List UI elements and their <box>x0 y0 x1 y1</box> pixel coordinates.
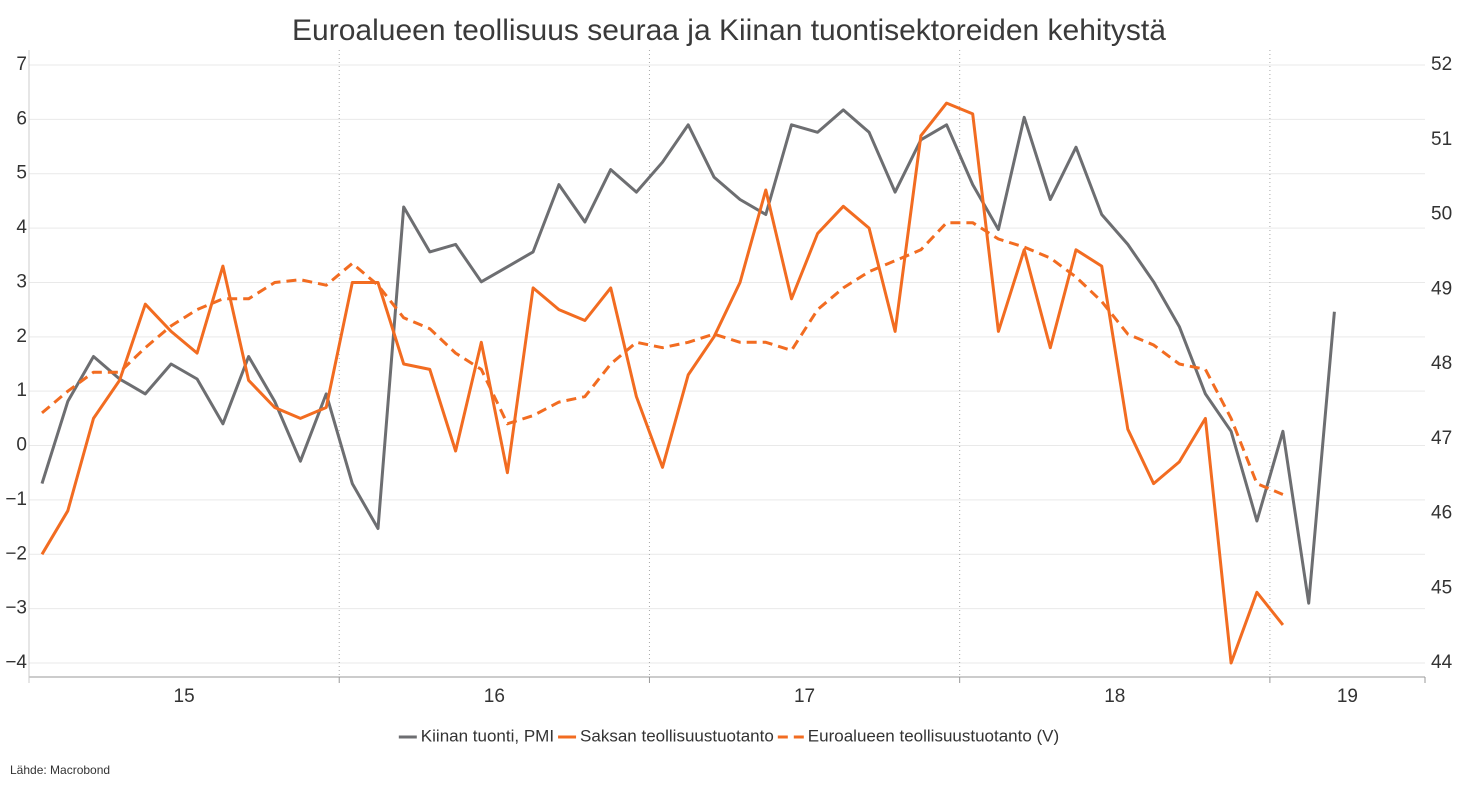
y2-tick-label: 47 <box>1431 428 1452 449</box>
y2-tick-label: 45 <box>1431 577 1452 598</box>
y2-tick-label: 51 <box>1431 129 1452 150</box>
y-tick-label: −4 <box>5 652 27 673</box>
legend-label: Kiinan tuonti, PMI <box>421 726 554 745</box>
y2-tick-label: 52 <box>1431 54 1452 75</box>
y-tick-label: 6 <box>16 108 27 129</box>
series-line <box>40 108 1336 605</box>
x-tick-label: 18 <box>1104 686 1125 707</box>
x-tick-label: 16 <box>484 686 505 707</box>
series-line <box>41 221 1284 496</box>
x-tick-label: 15 <box>174 686 195 707</box>
y2-tick-label: 46 <box>1431 503 1452 524</box>
chart-title: Euroalueen teollisuus seuraa ja Kiinan t… <box>292 14 1166 47</box>
series-line <box>40 101 1285 665</box>
x-tick-label: 17 <box>794 686 815 707</box>
y-tick-label: 5 <box>16 163 27 184</box>
y-tick-label: 0 <box>16 435 27 456</box>
legend: Kiinan tuonti, PMI Saksan teollisuustuota… <box>398 726 1059 745</box>
y2-tick-label: 50 <box>1431 204 1452 225</box>
y2-tick-label: 49 <box>1431 278 1452 299</box>
y-tick-label: 7 <box>16 54 27 75</box>
y-tick-label: −1 <box>5 489 27 510</box>
y-tick-label: 4 <box>16 217 27 238</box>
y-tick-label: 2 <box>16 326 27 347</box>
source: Lähde: Macrobond <box>10 763 110 777</box>
y2-tick-label: 48 <box>1431 353 1452 374</box>
legend-label: Euroalueen teollisuustuotanto (V) <box>808 726 1059 745</box>
y-tick-label: −2 <box>5 543 27 564</box>
legend-label: Saksan teollisuustuotanto <box>580 726 774 745</box>
y-tick-label: −3 <box>5 598 27 619</box>
x-tick-label: 19 <box>1337 686 1358 707</box>
y2-tick-label: 44 <box>1431 652 1453 673</box>
y-tick-label: 1 <box>16 380 27 401</box>
y-tick-label: 3 <box>16 271 27 292</box>
